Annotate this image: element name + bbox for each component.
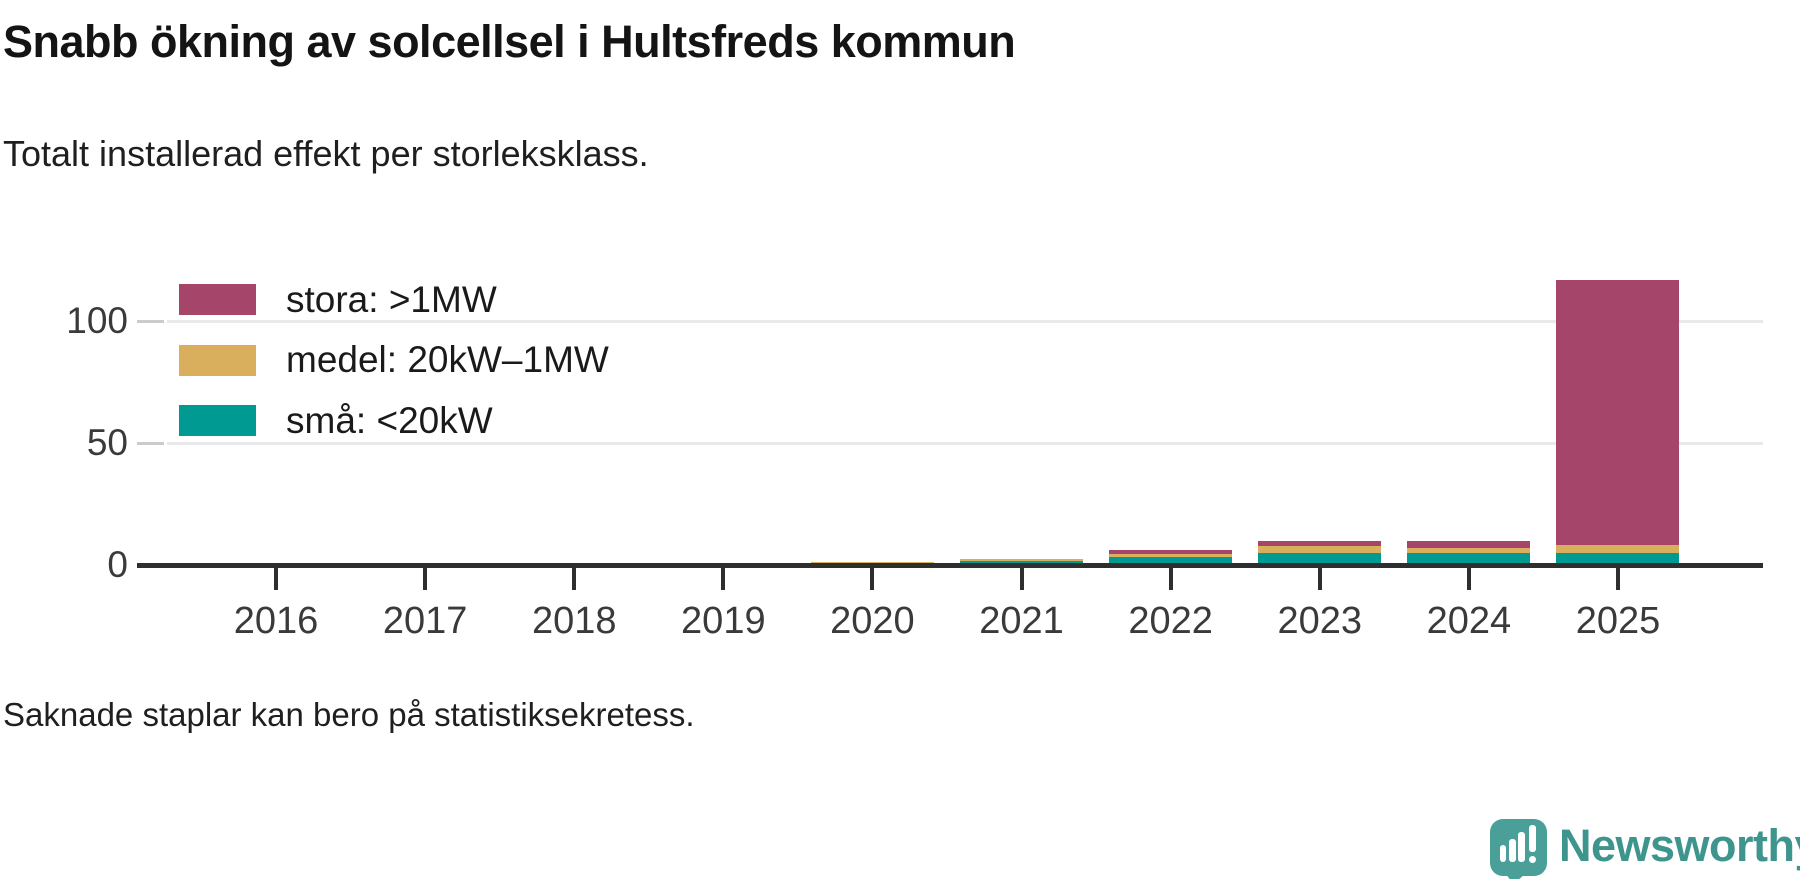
legend-swatch-medel — [179, 344, 256, 376]
bar-segment-medel-2024 — [1407, 548, 1531, 554]
bar-segment-sma-2025 — [1556, 553, 1680, 565]
logo-exclamation-dot-icon — [1529, 856, 1536, 863]
legend-item-stora: stora: >1MW — [179, 279, 497, 320]
gridline-50 — [167, 442, 1763, 445]
x-tick-2017 — [423, 568, 428, 590]
x-axis-label-2024: 2024 — [1426, 600, 1512, 642]
x-axis-label-2023: 2023 — [1277, 600, 1363, 642]
x-tick-2018 — [572, 568, 577, 590]
legend-label-medel: medel: 20kW–1MW — [286, 339, 609, 380]
y-axis-label-0: 0 — [107, 544, 128, 585]
x-axis-label-2018: 2018 — [531, 600, 617, 642]
bar-segment-sma-2023 — [1258, 553, 1382, 565]
brand-name: Newsworthy — [1559, 820, 1800, 871]
logo-bar-large-icon — [1518, 832, 1525, 862]
gridline-100 — [167, 320, 1763, 323]
x-tick-2019 — [721, 568, 726, 590]
bar-segment-stora-2025 — [1556, 280, 1680, 545]
x-tick-2024 — [1466, 568, 1471, 590]
bar-segment-medel-2022 — [1109, 554, 1233, 557]
x-axis-label-2017: 2017 — [382, 600, 468, 642]
y-axis-label-50: 50 — [86, 422, 128, 463]
legend-label-stora: stora: >1MW — [286, 278, 497, 320]
logo-exclamation-bar-icon — [1529, 825, 1536, 852]
x-tick-2023 — [1317, 568, 1322, 590]
bar-segment-medel-2023 — [1258, 545, 1382, 554]
x-tick-2025 — [1615, 568, 1620, 590]
footnote: Saknade staplar kan bero på statistiksek… — [3, 696, 695, 733]
newsworthy-icon — [1490, 819, 1547, 876]
legend-item-sma: små: <20kW — [179, 400, 493, 441]
x-tick-2020 — [870, 568, 875, 590]
x-tick-2016 — [274, 568, 278, 590]
x-axis-label-2025: 2025 — [1575, 600, 1661, 642]
logo-bar-medium-icon — [1509, 839, 1516, 862]
x-axis-label-2022: 2022 — [1128, 600, 1213, 642]
logo-bar-small-icon — [1500, 845, 1506, 862]
bar-segment-medel-2025 — [1556, 544, 1680, 554]
bar-segment-sma-2022 — [1109, 556, 1233, 565]
legend-label-sma: små: <20kW — [286, 399, 493, 441]
legend-swatch-stora — [179, 284, 256, 315]
legend-swatch-sma — [179, 405, 256, 436]
x-tick-2021 — [1019, 568, 1024, 590]
x-axis-line — [137, 563, 1763, 568]
bar-segment-sma-2024 — [1407, 553, 1531, 565]
chart-title: Snabb ökning av solcellsel i Hultsfreds … — [3, 16, 1016, 67]
x-axis-label-2020: 2020 — [830, 600, 915, 642]
legend-item-medel: medel: 20kW–1MW — [179, 339, 609, 380]
bar-segment-stora-2024 — [1407, 541, 1531, 549]
chart-subtitle: Totalt installerad effekt per storlekskl… — [3, 133, 649, 174]
x-tick-2022 — [1168, 568, 1173, 590]
y-tick-100 — [137, 320, 164, 323]
bar-segment-stora-2023 — [1258, 541, 1382, 546]
x-axis-label-2021: 2021 — [979, 600, 1064, 642]
bar-segment-stora-2022 — [1109, 550, 1233, 554]
x-axis-label-2019: 2019 — [681, 600, 766, 642]
bar-segment-medel-2021 — [960, 559, 1084, 562]
y-tick-50 — [137, 442, 164, 445]
x-axis-label-2016: 2016 — [233, 600, 319, 642]
y-axis-label-100: 100 — [66, 300, 128, 341]
bar-segment-medel-2020 — [810, 562, 934, 564]
